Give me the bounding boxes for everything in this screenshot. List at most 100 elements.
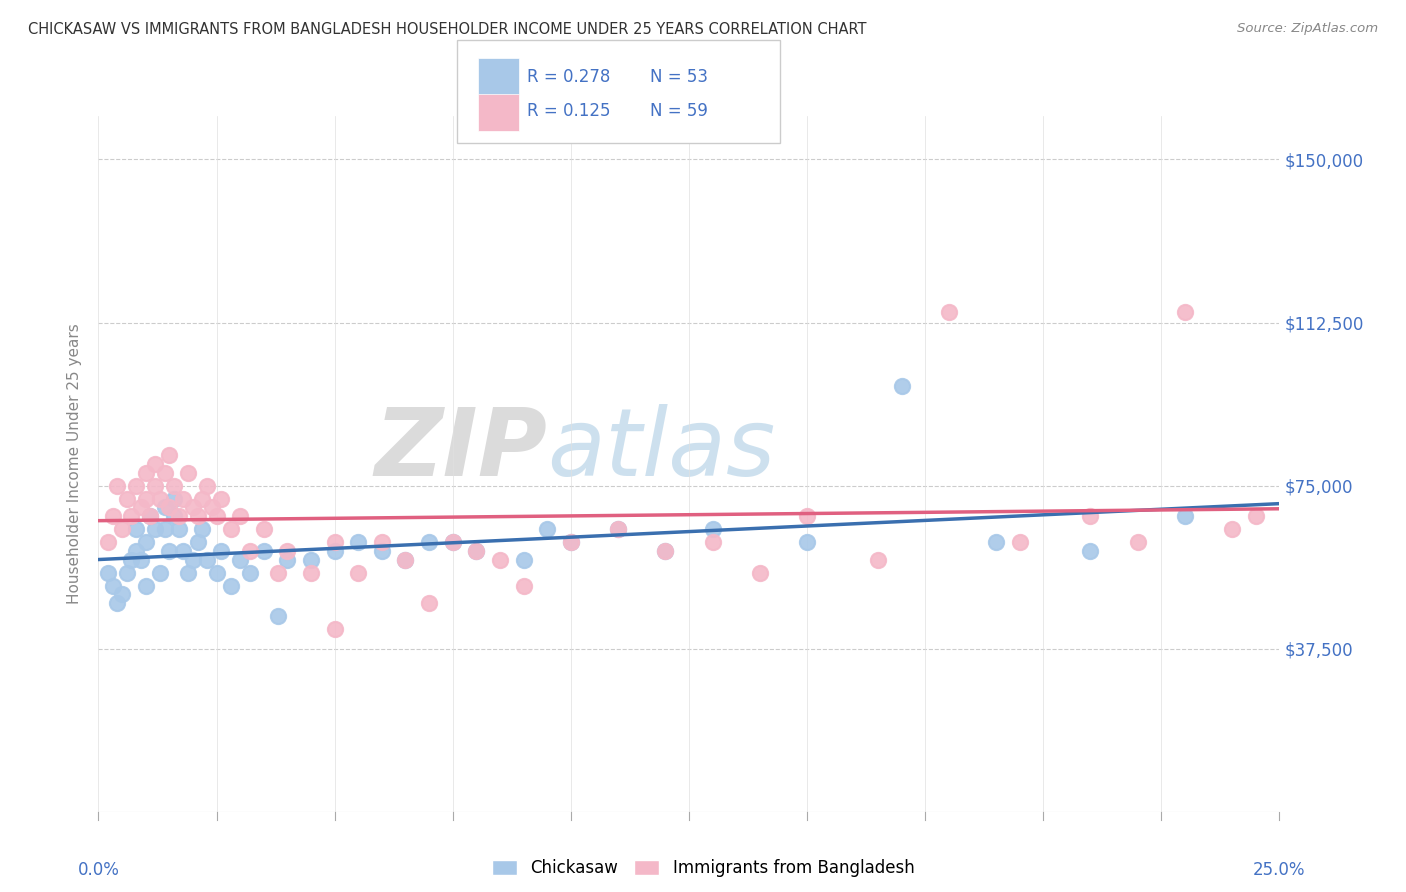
Point bbox=[418, 596, 440, 610]
Text: 25.0%: 25.0% bbox=[1253, 861, 1306, 879]
Point bbox=[239, 566, 262, 580]
Point bbox=[418, 535, 440, 549]
Point bbox=[512, 552, 534, 566]
Point bbox=[299, 566, 322, 580]
Point bbox=[702, 522, 724, 536]
Point bbox=[101, 579, 124, 593]
Y-axis label: Householder Income Under 25 years: Householder Income Under 25 years bbox=[67, 324, 83, 604]
Point bbox=[371, 535, 394, 549]
Point bbox=[267, 609, 290, 624]
Point bbox=[101, 508, 124, 523]
Point bbox=[125, 478, 148, 492]
Point bbox=[115, 566, 138, 580]
Text: N = 53: N = 53 bbox=[650, 68, 707, 86]
Text: CHICKASAW VS IMMIGRANTS FROM BANGLADESH HOUSEHOLDER INCOME UNDER 25 YEARS CORREL: CHICKASAW VS IMMIGRANTS FROM BANGLADESH … bbox=[28, 22, 866, 37]
Point bbox=[209, 491, 232, 506]
Point bbox=[1008, 535, 1031, 549]
Point bbox=[177, 566, 200, 580]
Point bbox=[489, 552, 512, 566]
Text: ZIP: ZIP bbox=[374, 404, 547, 496]
Point bbox=[177, 466, 200, 480]
Point bbox=[702, 535, 724, 549]
Point bbox=[157, 500, 180, 515]
Point bbox=[323, 535, 346, 549]
Point bbox=[187, 535, 209, 549]
Point bbox=[143, 457, 166, 471]
Point bbox=[149, 491, 172, 506]
Point bbox=[1174, 508, 1197, 523]
Point bbox=[938, 304, 960, 318]
Point bbox=[229, 552, 252, 566]
Point bbox=[187, 508, 209, 523]
Point bbox=[125, 522, 148, 536]
Point bbox=[796, 535, 818, 549]
Point bbox=[253, 522, 276, 536]
Point bbox=[135, 466, 157, 480]
Text: 0.0%: 0.0% bbox=[77, 861, 120, 879]
Point bbox=[394, 552, 416, 566]
Point bbox=[796, 508, 818, 523]
Point bbox=[536, 522, 558, 536]
Point bbox=[105, 478, 128, 492]
Point bbox=[135, 579, 157, 593]
Point bbox=[143, 478, 166, 492]
Point bbox=[299, 552, 322, 566]
Point bbox=[125, 544, 148, 558]
Point bbox=[139, 508, 162, 523]
Point bbox=[129, 500, 152, 515]
Point bbox=[1080, 544, 1102, 558]
Point bbox=[205, 566, 228, 580]
Point bbox=[105, 596, 128, 610]
Point bbox=[253, 544, 276, 558]
Point bbox=[323, 544, 346, 558]
Point bbox=[191, 522, 214, 536]
Point bbox=[1220, 522, 1243, 536]
Point bbox=[1174, 304, 1197, 318]
Point bbox=[209, 544, 232, 558]
Point bbox=[465, 544, 488, 558]
Point bbox=[111, 522, 134, 536]
Point bbox=[153, 500, 176, 515]
Point bbox=[607, 522, 630, 536]
Text: atlas: atlas bbox=[547, 404, 776, 495]
Point bbox=[371, 544, 394, 558]
Point bbox=[172, 544, 194, 558]
Point bbox=[163, 508, 186, 523]
Point bbox=[97, 535, 120, 549]
Point bbox=[143, 522, 166, 536]
Point bbox=[560, 535, 582, 549]
Point bbox=[153, 522, 176, 536]
Point bbox=[153, 466, 176, 480]
Point bbox=[139, 508, 162, 523]
Point bbox=[276, 552, 298, 566]
Point bbox=[219, 522, 242, 536]
Point bbox=[323, 622, 346, 636]
Point bbox=[394, 552, 416, 566]
Point bbox=[195, 478, 218, 492]
Point bbox=[167, 522, 190, 536]
Point bbox=[163, 478, 186, 492]
Point bbox=[157, 448, 180, 462]
Point bbox=[97, 566, 120, 580]
Text: Source: ZipAtlas.com: Source: ZipAtlas.com bbox=[1237, 22, 1378, 36]
Point bbox=[748, 566, 770, 580]
Point bbox=[229, 508, 252, 523]
Legend: Chickasaw, Immigrants from Bangladesh: Chickasaw, Immigrants from Bangladesh bbox=[485, 853, 921, 884]
Point bbox=[167, 508, 190, 523]
Point bbox=[441, 535, 464, 549]
Point bbox=[1080, 508, 1102, 523]
Point bbox=[121, 508, 143, 523]
Point bbox=[239, 544, 262, 558]
Point bbox=[465, 544, 488, 558]
Point bbox=[129, 552, 152, 566]
Point bbox=[149, 566, 172, 580]
Text: R = 0.278: R = 0.278 bbox=[527, 68, 610, 86]
Point bbox=[267, 566, 290, 580]
Point bbox=[157, 544, 180, 558]
Point bbox=[135, 491, 157, 506]
Point bbox=[191, 491, 214, 506]
Point bbox=[121, 552, 143, 566]
Point bbox=[347, 566, 370, 580]
Point bbox=[163, 491, 186, 506]
Point bbox=[654, 544, 676, 558]
